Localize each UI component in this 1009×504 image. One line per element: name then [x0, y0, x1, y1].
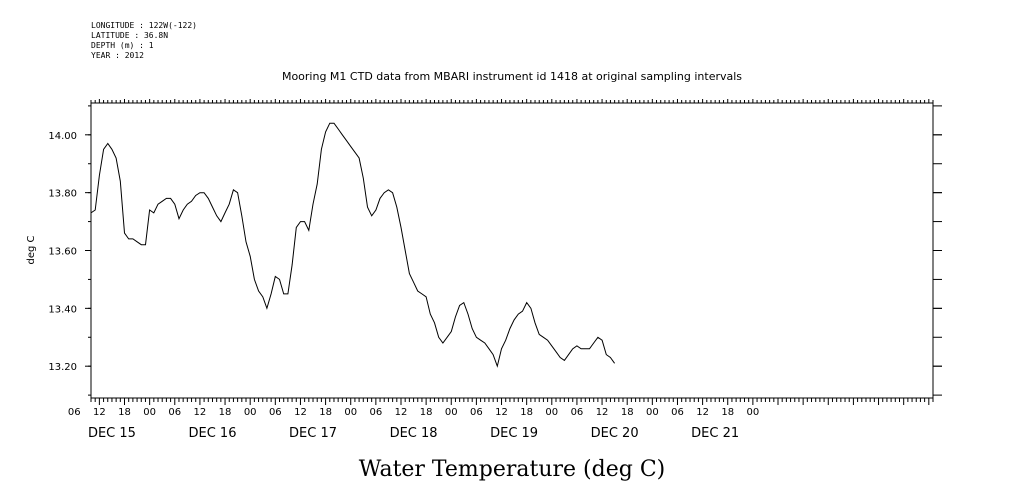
x-hour-tick-label: 18 [721, 407, 734, 418]
x-hour-tick-label: 06 [68, 407, 81, 418]
x-day-label: DEC 15 [88, 426, 136, 441]
x-axis: 06 12 18 00 06 12 18 00 06 12 18 00 06 12 18 00 06 12 18 00… [68, 99, 934, 441]
x-hour-tick-label: 12 [194, 407, 207, 418]
depth-text: DEPTH (m) : 1 [91, 41, 154, 50]
x-hour-tick-label: 06 [571, 407, 584, 418]
y-axis-label: deg C [26, 235, 37, 264]
x-hour-tick-label: 06 [168, 407, 181, 418]
y-tick-label: 14.00 [48, 131, 77, 142]
x-axis-label: Water Temperature (deg C) [359, 457, 666, 482]
plot-frame [90, 102, 934, 399]
x-hour-tick-label: 12 [93, 407, 106, 418]
x-hour-tick-label: 06 [470, 407, 483, 418]
x-day-label: DEC 17 [289, 426, 337, 441]
x-hour-tick-label: 18 [621, 407, 634, 418]
longitude-text: LONGITUDE : 122W(-122) [91, 21, 197, 30]
y-tick-label: 13.20 [48, 362, 77, 373]
x-hour-tick-label: 12 [696, 407, 709, 418]
x-day-label: DEC 20 [591, 426, 639, 441]
x-hour-tick-label: 00 [143, 407, 156, 418]
x-hour-tick-label: 12 [395, 407, 408, 418]
x-hour-tick-label: 18 [219, 407, 232, 418]
metadata-block: LONGITUDE : 122W(-122) LATITUDE : 36.8N … [91, 21, 197, 61]
latitude-text: LATITUDE : 36.8N [91, 31, 169, 40]
x-hour-tick-label: 18 [420, 407, 433, 418]
y-tick-label: 13.40 [48, 304, 77, 315]
x-hour-tick-label: 00 [545, 407, 558, 418]
x-hour-tick-label: 18 [319, 407, 332, 418]
x-day-label: DEC 18 [390, 426, 438, 441]
y-axis: 14.00 13.80 13.60 13.40 13.20 [48, 105, 942, 396]
y-tick-label: 13.60 [48, 247, 77, 258]
x-hour-tick-label: 06 [269, 407, 282, 418]
x-hour-tick-label: 12 [495, 407, 508, 418]
x-hour-tick-label: 12 [294, 407, 307, 418]
x-day-label: DEC 21 [691, 426, 739, 441]
x-day-label: DEC 19 [490, 426, 538, 441]
x-hour-tick-label: 00 [646, 407, 659, 418]
x-hour-tick-label: 00 [344, 407, 357, 418]
x-day-label: DEC 16 [188, 426, 236, 441]
x-hour-tick-label: 12 [596, 407, 609, 418]
plot-border [90, 102, 934, 399]
x-hour-tick-label: 06 [369, 407, 382, 418]
y-tick-label: 13.80 [48, 189, 77, 200]
water-temperature-line [90, 122, 616, 368]
x-hour-tick-label: 00 [244, 407, 257, 418]
x-hour-tick-label: 18 [520, 407, 533, 418]
x-hour-tick-label: 00 [747, 407, 760, 418]
chart-title: Mooring M1 CTD data from MBARI instrumen… [282, 70, 742, 83]
x-hour-tick-label: 00 [445, 407, 458, 418]
x-hour-tick-label: 18 [118, 407, 131, 418]
x-hour-tick-label: 06 [671, 407, 684, 418]
year-text: YEAR : 2012 [91, 51, 144, 60]
